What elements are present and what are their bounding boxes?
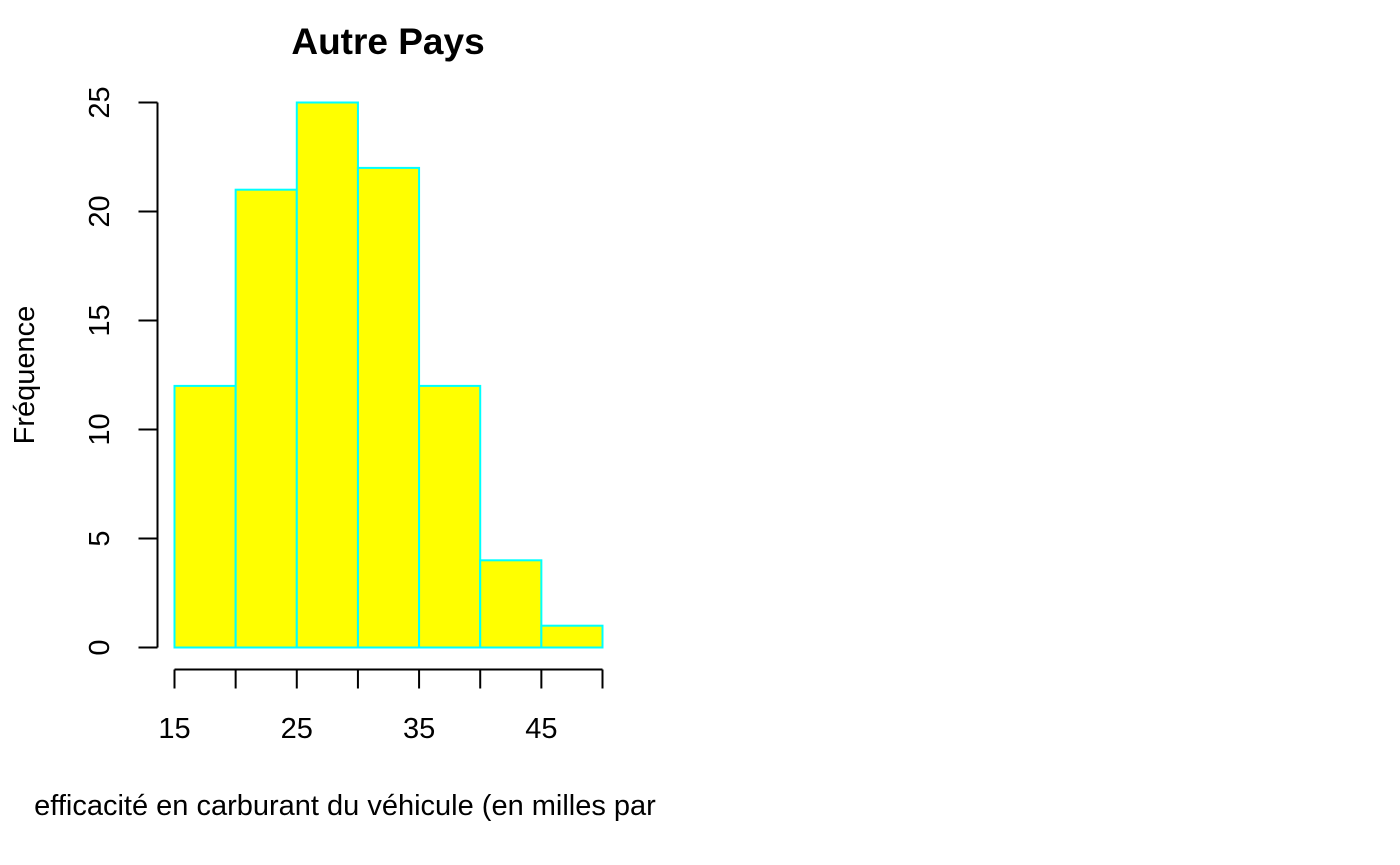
histogram-bar: [234, 188, 298, 649]
y-axis: 0 5 10 15 20 25: [84, 86, 159, 656]
y-tick-label: 20: [84, 195, 116, 227]
histogram-bar: [173, 384, 237, 649]
y-axis-label: Fréquence: [9, 306, 41, 445]
histogram-bar: [540, 624, 604, 649]
histogram-bar: [418, 384, 482, 649]
y-tick-label: 10: [84, 413, 116, 445]
histogram-bar: [356, 166, 421, 649]
histogram-bar: [295, 101, 359, 649]
x-tick-label: 15: [158, 713, 190, 745]
x-axis: 15 25 35 45: [158, 668, 604, 745]
x-tick-label: 25: [281, 713, 313, 745]
x-tick-label: 35: [403, 713, 435, 745]
histogram-bar: [479, 559, 543, 649]
y-tick-label: 5: [84, 530, 116, 546]
x-axis-label: efficacité en carburant du véhicule (en …: [34, 790, 656, 822]
bars-group: [173, 101, 604, 649]
y-tick-label: 25: [84, 86, 116, 118]
y-tick-label: 0: [84, 639, 116, 655]
x-tick-label: 45: [525, 713, 557, 745]
chart-title: Autre Pays: [291, 21, 484, 62]
y-tick-label: 15: [84, 304, 116, 336]
